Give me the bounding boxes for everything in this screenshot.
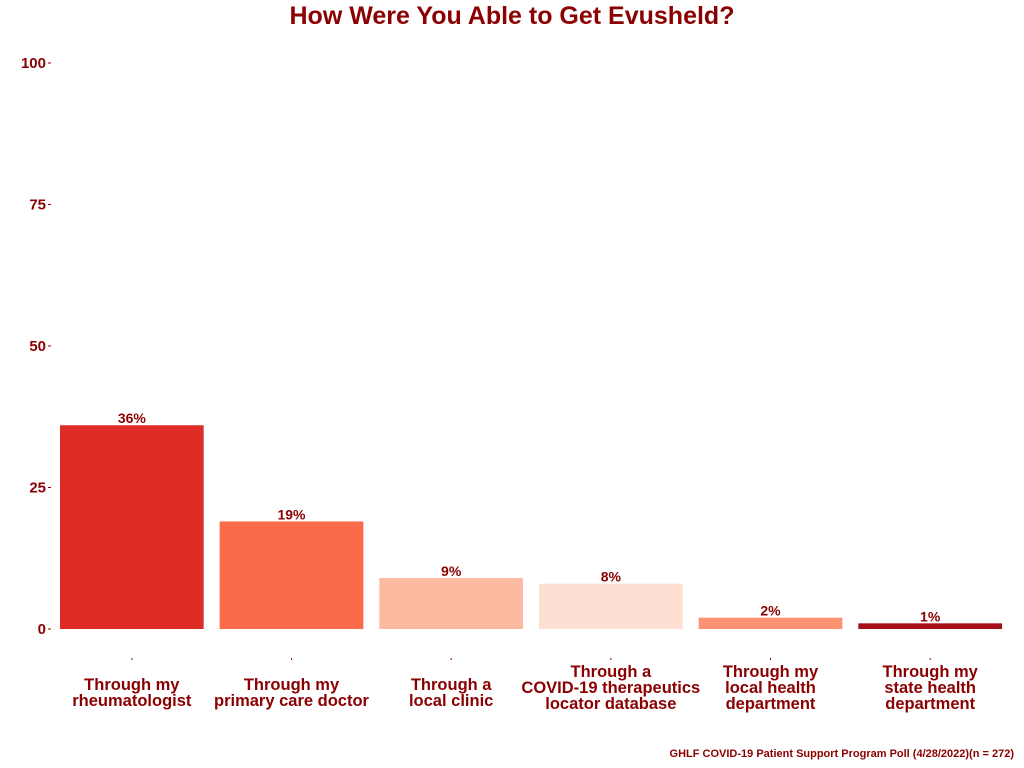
y-tick-label: 0 — [38, 621, 46, 638]
bar — [219, 521, 364, 629]
bar-value-label: 1% — [920, 608, 941, 624]
y-axis: 0 25 50 75 100 — [21, 55, 51, 638]
x-category-label: Through a COVID-19 therapeutics locator da… — [521, 663, 700, 713]
bar — [698, 617, 843, 629]
source-caption: GHLF COVID-19 Patient Support Program Po… — [669, 748, 1014, 760]
y-tick-label: 25 — [29, 480, 46, 497]
x-category-label-line: Through a — [411, 676, 492, 694]
x-category-label-line: primary care doctor — [214, 692, 370, 710]
x-category-label: Through a local clinic — [409, 676, 493, 710]
chart-title: How Were You Able to Get Evusheld? — [289, 2, 735, 30]
bar — [538, 583, 683, 629]
y-tick-label: 75 — [29, 197, 46, 214]
bar-value-label: 2% — [760, 603, 781, 619]
x-category-label-line: COVID-19 therapeutics — [521, 679, 700, 697]
x-category-label: Through my primary care doctor — [214, 676, 370, 710]
x-category-label-line: Through my — [84, 676, 180, 694]
bar-value-label: 19% — [277, 506, 306, 522]
x-category-label-line: state health — [884, 679, 976, 697]
y-tick-label: 50 — [29, 338, 46, 355]
x-category-label-line: Through my — [883, 663, 979, 681]
x-category-label-line: Through a — [571, 663, 652, 681]
bar — [858, 623, 1003, 629]
bar — [59, 425, 204, 629]
bar-value-label: 36% — [118, 410, 147, 426]
x-category-label: Through my local health department — [723, 663, 819, 713]
x-category-label-line: local health — [725, 679, 816, 697]
bars — [59, 425, 1003, 629]
bar — [379, 578, 524, 629]
x-category-label-line: local clinic — [409, 692, 493, 710]
x-category-label: Through my state health department — [883, 663, 979, 713]
x-category-label-line: locator database — [545, 695, 676, 713]
x-category-label-line: department — [726, 695, 816, 713]
x-category-label-line: department — [885, 695, 975, 713]
x-category-label: Through my rheumatologist — [72, 676, 192, 710]
x-category-label-line: rheumatologist — [72, 692, 192, 710]
y-tick-label: 100 — [21, 55, 46, 72]
x-category-label-line: Through my — [723, 663, 819, 681]
data-labels: 36% 19% 9% 8% 2% 1% — [118, 410, 941, 624]
x-category-label-line: Through my — [244, 676, 340, 694]
bar-value-label: 8% — [601, 569, 622, 585]
bar-value-label: 9% — [441, 563, 462, 579]
